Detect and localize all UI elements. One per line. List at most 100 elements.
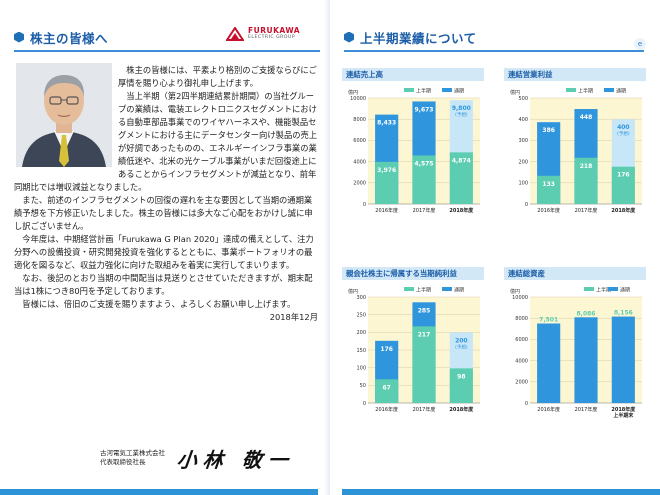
y-tick-label: 0	[525, 202, 528, 208]
legend-label-full: 通期	[616, 88, 626, 95]
y-tick-label: 500	[518, 96, 528, 102]
y-tick-label: 400	[518, 117, 528, 123]
hexagon-bullet-icon	[14, 31, 24, 43]
page-mark: e	[634, 38, 646, 50]
legend-swatch-upper	[584, 287, 594, 291]
chart-panel-total-assets: 連結総資産 億円 上半期 通期 0 2000 4000 6000 8000 10000 2016年…	[504, 267, 646, 437]
y-tick-label: 0	[363, 202, 366, 208]
bar-label-total-assets: 8,156	[614, 310, 633, 317]
logo-sub-text: ELECTRIC GROUP	[248, 34, 296, 40]
signature-block: 古河電気工業株式会社 代表取締役社長 小林 敬一	[100, 442, 320, 474]
y-tick-label: 2000	[353, 181, 366, 187]
bar-label-full-year: 400	[617, 124, 630, 131]
x-tick-label: 2018年度	[611, 207, 636, 214]
y-tick-label: 150	[356, 348, 366, 354]
legend-label-upper: 上半期	[596, 287, 611, 294]
bar-total-assets	[611, 316, 635, 403]
x-tick-label: 2017年度	[575, 406, 598, 413]
y-tick-label: 6000	[353, 138, 366, 144]
bar-upper-half	[375, 379, 399, 403]
y-tick-label: 100	[356, 365, 366, 371]
y-tick-label: 0	[363, 401, 366, 407]
letter-paragraph-4: 今年度は、中期経営計画「Furukawa G Plan 2020」達成の備えとし…	[14, 234, 314, 270]
letter-date: 2018年12月	[269, 312, 318, 322]
bar-label-full-year: 386	[542, 127, 555, 134]
shareholder-letter: 株主の皆様には、平素より格別のご支援ならびにご厚情を賜り心より御礼申し上げます。…	[14, 64, 318, 324]
bar-label-forecast-note: (予想)	[455, 343, 468, 350]
bar-label-full-year: 9,800	[452, 105, 471, 112]
y-tick-label: 300	[518, 138, 528, 144]
furukawa-logo: FURUKAWA ELECTRIC GROUP	[226, 24, 318, 44]
bar-upper-half	[412, 155, 436, 204]
bar-upper-half	[611, 166, 635, 204]
signature-name: 小林 敬一	[175, 447, 296, 472]
furukawa-mountain-icon	[226, 27, 244, 41]
y-tick-label: 8000	[515, 316, 528, 322]
letter-paragraph-3: また、前述のインフラセグメントの回復の遅れを主な要因として当期の通期業績予想を下…	[14, 195, 313, 231]
bar-label-full-year: 200	[455, 337, 468, 344]
bar-total-assets	[574, 317, 598, 403]
chart-unit-label: 億円	[510, 288, 520, 295]
legend-swatch-full	[608, 287, 618, 291]
legend-swatch-full	[442, 287, 452, 291]
x-tick-label: 2016年度	[537, 406, 560, 413]
logo-main-text: FURUKAWA	[248, 26, 301, 36]
legend-label-full: 通期	[454, 88, 464, 95]
letter-paragraph-5: なお、後記のとおり当期の中間配当は見送りとさせていただきますが、期末配当は1株に…	[14, 273, 313, 296]
legend-label-upper: 上半期	[578, 88, 593, 95]
bar-upper-half	[574, 157, 598, 204]
hexagon-bullet-icon	[344, 31, 354, 43]
y-tick-label: 2000	[515, 380, 528, 386]
bar-total-assets	[537, 323, 561, 403]
chart-panel-net-income: 親会社株主に帰属する当期純利益 億円 上半期 通期 0 50 100 150 200 250 30…	[342, 267, 484, 437]
bar-label-forecast-note: (予想)	[617, 130, 630, 137]
y-tick-label: 300	[356, 295, 366, 301]
bar-upper-half	[449, 368, 473, 403]
bar-upper-half	[449, 152, 473, 204]
chart-unit-label: 億円	[348, 89, 358, 96]
bar-label-upper-half: 67	[382, 384, 390, 391]
right-bottom-bar	[342, 489, 660, 495]
left-heading-text: 株主の皆様へ	[30, 30, 109, 46]
left-section-heading: 株主の皆様へ	[14, 24, 108, 50]
chart-operating-income: 億円 上半期 通期 0 100 200 300 400 500 2016年度 2017年度 2018年…	[510, 88, 642, 214]
left-heading-rule	[14, 50, 320, 52]
bar-label-full-year: 285	[418, 307, 431, 314]
chart-title-sales: 連結売上高	[346, 70, 383, 79]
chart-total-assets: 億円 上半期 通期 0 2000 4000 6000 8000 10000 2016年度 2017年…	[510, 287, 642, 419]
president-photo-icon	[16, 63, 112, 167]
y-tick-label: 50	[360, 383, 366, 389]
chart-sales: 億円 上半期 通期 0 2000 4000 6000 8000 10000 2016年度 2017年…	[348, 88, 480, 214]
bar-label-total-assets: 8,086	[577, 310, 596, 317]
legend-swatch-full	[442, 88, 452, 92]
bar-label-upper-half: 218	[580, 163, 593, 170]
x-tick-label: 2017年度	[413, 207, 436, 214]
bar-label-upper-half: 98	[457, 373, 465, 380]
y-tick-label: 10000	[512, 295, 528, 301]
bar-label-full-year: 8,433	[377, 120, 396, 127]
left-page: 株主の皆様へ FURUKAWA ELECTRIC GROUP	[0, 24, 320, 495]
bar-upper-half	[412, 326, 436, 403]
x-tick-label: 2018年度	[449, 406, 474, 413]
bar-label-full-year: 176	[380, 346, 393, 353]
legend-swatch-upper	[404, 88, 414, 92]
x-tick-label: 2016年度	[537, 207, 560, 214]
y-tick-label: 100	[518, 181, 528, 187]
bar-label-total-assets: 7,501	[539, 316, 558, 323]
y-tick-label: 250	[356, 312, 366, 318]
x-tick-label: 2017年度	[575, 207, 598, 214]
right-page: 上半期業績について e 連結売上高 億円 上半期 通期 0 2000 4000 6000 80…	[330, 0, 660, 495]
letter-paragraph-1: 株主の皆様には、平素より格別のご支援ならびにご厚情を賜り心より御礼申し上げます。	[118, 65, 317, 88]
bar-label-upper-half: 4,575	[415, 161, 434, 168]
signature-company: 古河電気工業株式会社 代表取締役社長	[100, 449, 165, 467]
y-tick-label: 8000	[353, 117, 366, 123]
y-tick-label: 4000	[353, 159, 366, 165]
right-section-heading: 上半期業績について	[344, 24, 477, 50]
president-portrait	[16, 63, 112, 167]
x-tick-label: 2018年度	[611, 406, 636, 413]
bar-label-upper-half: 3,976	[377, 167, 396, 174]
y-tick-label: 200	[356, 330, 366, 336]
legend-swatch-upper	[566, 88, 576, 92]
bar-label-full-year: 448	[580, 114, 593, 121]
bar-label-full-year: 9,673	[415, 106, 434, 113]
